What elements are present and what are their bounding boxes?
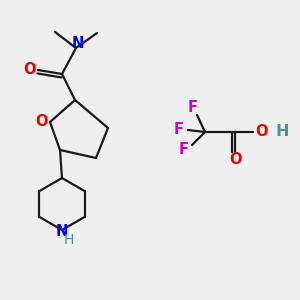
Text: O: O xyxy=(255,124,267,139)
Text: F: F xyxy=(179,142,189,158)
Text: N: N xyxy=(72,37,84,52)
Text: F: F xyxy=(174,122,184,136)
Text: O: O xyxy=(230,152,242,167)
Text: H: H xyxy=(64,233,74,247)
Text: F: F xyxy=(188,100,198,115)
Text: O: O xyxy=(23,61,35,76)
Text: H: H xyxy=(275,124,289,140)
Text: O: O xyxy=(35,113,47,128)
Text: N: N xyxy=(56,224,68,238)
